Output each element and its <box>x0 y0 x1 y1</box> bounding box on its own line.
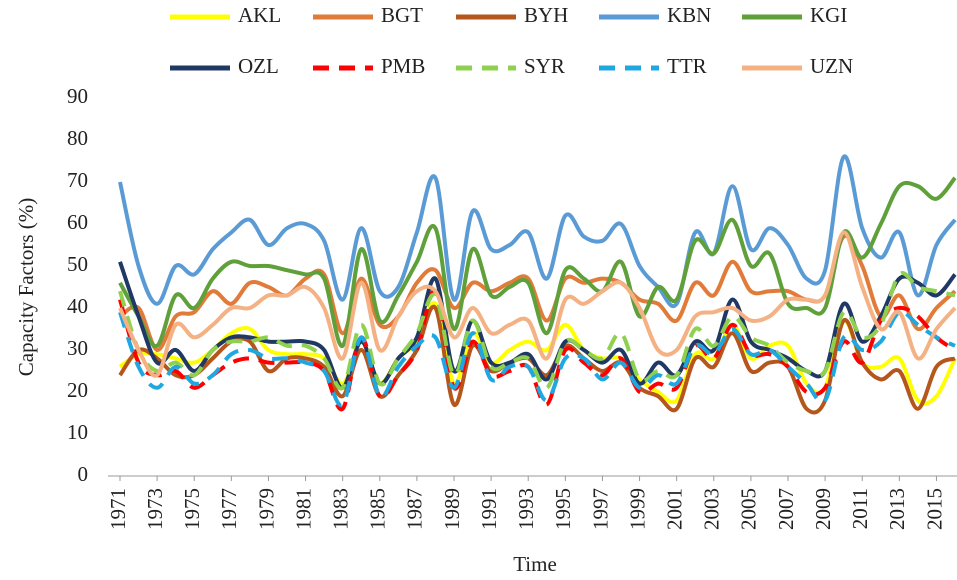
x-tick-label: 1993 <box>514 488 538 530</box>
y-tick-label: 70 <box>67 168 88 192</box>
y-tick-label: 30 <box>67 336 88 360</box>
x-tick-label: 2015 <box>922 488 946 530</box>
x-tick-label: 2001 <box>662 488 686 530</box>
legend-label: PMB <box>381 54 425 78</box>
x-tick-label: 1997 <box>588 488 612 530</box>
x-tick-label: 2007 <box>774 488 798 530</box>
x-tick-label: 1979 <box>254 488 278 530</box>
x-tick-label: 2013 <box>885 488 909 530</box>
x-tick-label: 2005 <box>737 488 761 530</box>
x-tick-label: 1987 <box>403 488 427 530</box>
legend-label: AKL <box>238 3 281 27</box>
x-tick-label: 2009 <box>811 488 835 530</box>
y-tick-label: 10 <box>67 420 88 444</box>
x-tick-label: 2011 <box>848 488 872 529</box>
x-tick-label: 1995 <box>551 488 575 530</box>
series-line <box>118 309 956 408</box>
legend-label: BGT <box>381 3 423 27</box>
legend-label: KGI <box>810 3 847 27</box>
series-line <box>118 230 957 378</box>
series-line <box>118 271 956 391</box>
x-tick-label: 1971 <box>106 488 130 530</box>
x-tick-label: 2003 <box>700 488 724 530</box>
y-tick-label: 0 <box>78 462 89 486</box>
series-line <box>118 176 957 348</box>
x-tick-label: 1991 <box>477 488 501 530</box>
series-line <box>118 154 957 308</box>
y-tick-label: 60 <box>67 210 88 234</box>
legend-label: UZN <box>810 54 853 78</box>
y-axis-title: Capacity Factors (%) <box>14 198 38 376</box>
x-tick-label: 1989 <box>440 488 464 530</box>
legend-label: TTR <box>667 54 707 78</box>
y-tick-label: 20 <box>67 378 88 402</box>
x-tick-label: 1975 <box>180 488 204 530</box>
y-tick-label: 90 <box>67 84 88 108</box>
x-tick-label: 1985 <box>366 488 390 530</box>
x-tick-label: 1981 <box>291 488 315 530</box>
x-axis-title: Time <box>513 552 557 576</box>
x-tick-label: 1999 <box>625 488 649 530</box>
legend-label: KBN <box>667 3 711 27</box>
y-tick-label: 40 <box>67 294 88 318</box>
x-tick-label: 1977 <box>217 488 241 530</box>
legend-label: OZL <box>238 54 279 78</box>
x-tick-label: 1973 <box>143 488 167 530</box>
y-tick-label: 50 <box>67 252 88 276</box>
x-tick-label: 1983 <box>328 488 352 530</box>
legend-label: SYR <box>524 54 565 78</box>
y-tick-label: 80 <box>67 126 88 150</box>
legend-label: BYH <box>524 3 568 27</box>
plot-lines <box>118 154 957 415</box>
